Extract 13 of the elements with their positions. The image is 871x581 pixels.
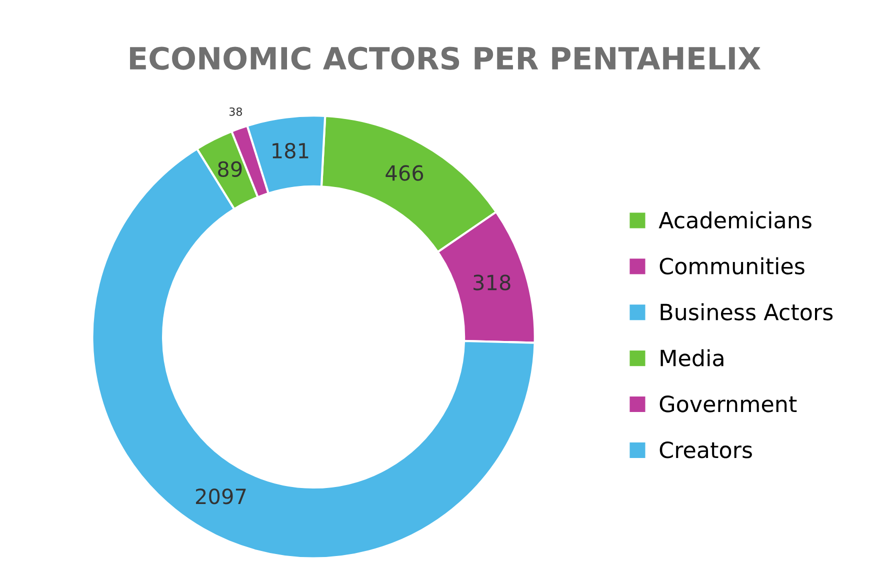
legend-label: Academicians bbox=[658, 211, 812, 229]
data-label: 2097 bbox=[196, 488, 246, 504]
legend-label: Media bbox=[660, 349, 724, 366]
legend-label: Government bbox=[660, 396, 797, 412]
chart-title: ECONOMIC ACTORS PER PENTAHELIX bbox=[130, 46, 761, 70]
data-label: 318 bbox=[474, 274, 510, 290]
data-label: 181 bbox=[272, 142, 308, 159]
data-label: 89 bbox=[218, 161, 242, 177]
data-label: 38 bbox=[229, 107, 242, 116]
legend-label: Communities bbox=[660, 257, 804, 274]
legend-label: Business Actors bbox=[660, 303, 833, 320]
data-label: 466 bbox=[386, 165, 424, 181]
legend-label: Creators bbox=[660, 441, 752, 458]
